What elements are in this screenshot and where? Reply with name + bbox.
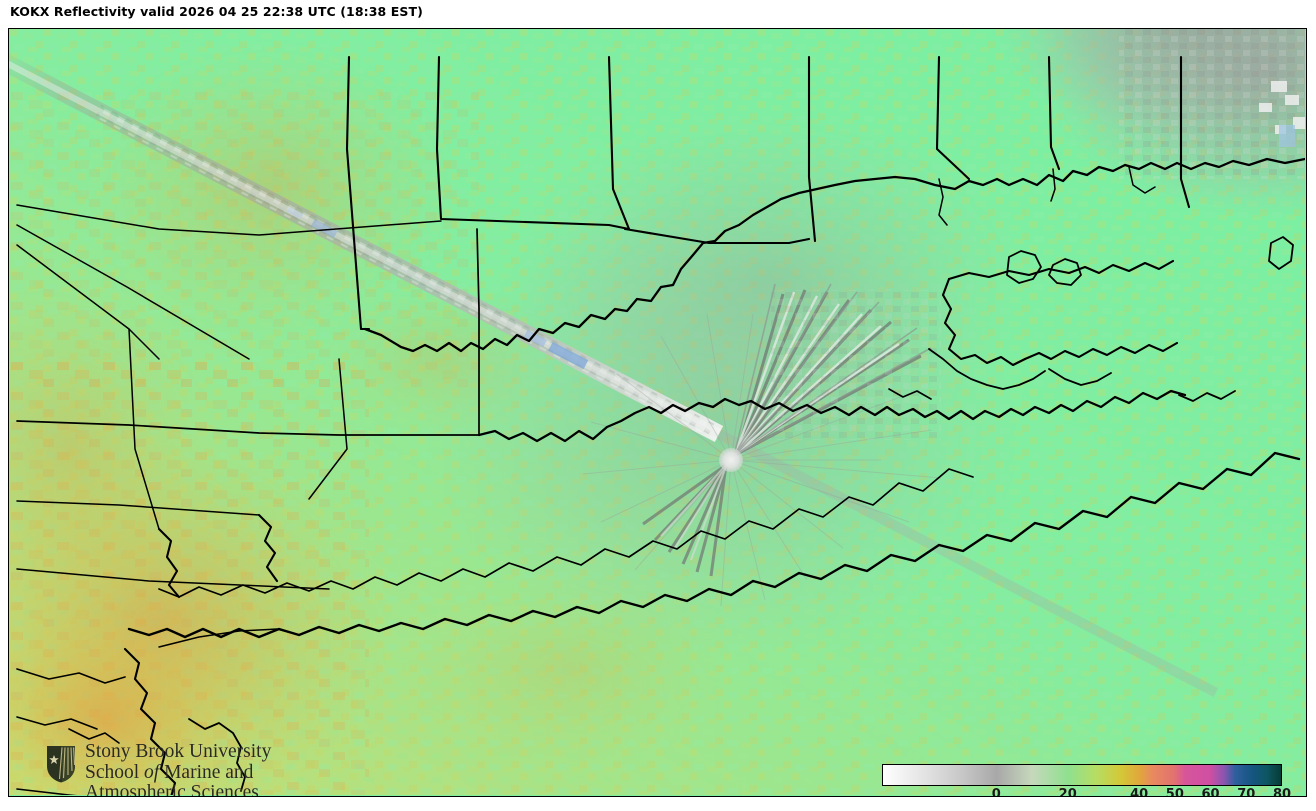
colorbar-segment: [1121, 765, 1139, 785]
colorbar-tick-label: 70: [1237, 787, 1256, 797]
colorbar-segment: [1224, 765, 1235, 785]
colorbar-segment: [1174, 765, 1186, 785]
colorbar-segment: [1138, 765, 1154, 785]
colorbar-segment: [1209, 765, 1225, 785]
colorbar-segment: [1234, 765, 1253, 785]
colorbar-segment: [996, 765, 1033, 785]
colorbar-tick-label: 20: [1058, 787, 1077, 797]
colorbar-segment: [1032, 765, 1068, 785]
interference-beam: [9, 29, 724, 442]
colorbar-segment: [1067, 765, 1097, 785]
map-panel[interactable]: Stony Brook University School of Marine …: [8, 28, 1307, 797]
colorbar-tick-label: 40: [1130, 787, 1149, 797]
colorbar-segment: [1266, 765, 1281, 785]
colorbar-tick-label: 0: [991, 787, 1001, 797]
colorbar-gradient: [882, 764, 1282, 786]
colorbar-segment: [1096, 765, 1122, 785]
colorbar-segment: [883, 765, 926, 785]
colorbar-segment: [925, 765, 962, 785]
reflectivity-map: [9, 29, 1305, 795]
colorbar-tick-label: 60: [1201, 787, 1220, 797]
colorbar-ticks: 0 20 40 50 60 70 80: [882, 786, 1291, 797]
colorbar-tick-label: 50: [1165, 787, 1184, 797]
colorbar-segment: [1185, 765, 1210, 785]
colorbar-segment: [1252, 765, 1267, 785]
colorbar-segment: [961, 765, 997, 785]
colorbar-legend: 0 20 40 50 60 70 80: [882, 764, 1291, 797]
radar-spoke-clutter: [582, 283, 942, 607]
colorbar-tick-label: 80: [1272, 787, 1292, 797]
colorbar-segment: [1153, 765, 1175, 785]
page-title: KOKX Reflectivity valid 2026 04 25 22:38…: [10, 4, 423, 19]
radar-site-marker: [719, 448, 743, 472]
geography-overlay: [16, 55, 1305, 795]
